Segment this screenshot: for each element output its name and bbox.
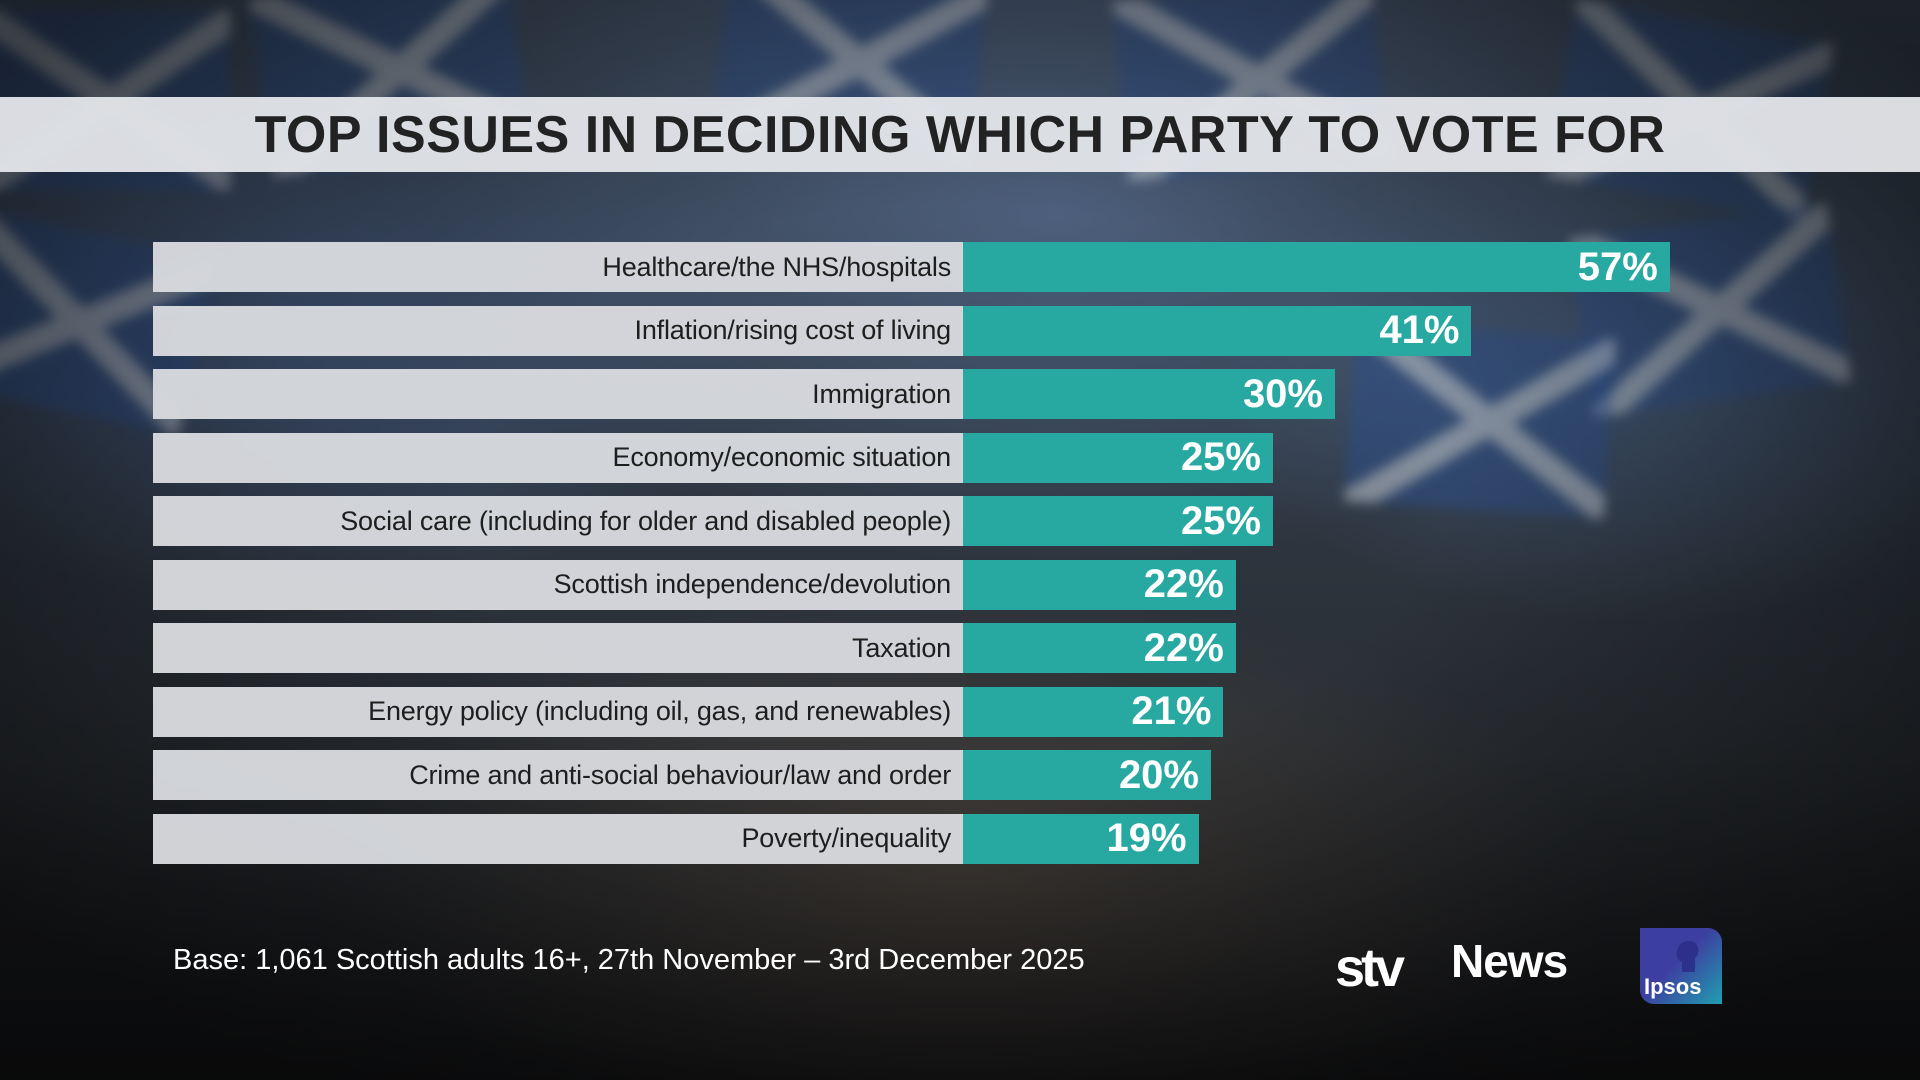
bar: 22% bbox=[963, 559, 1236, 610]
category-label-box: Poverty/inequality bbox=[153, 813, 963, 864]
category-label-box: Social care (including for older and dis… bbox=[153, 496, 963, 546]
bar: 30% bbox=[963, 369, 1335, 419]
bar: 19% bbox=[963, 813, 1199, 864]
category-label-box: Healthcare/the NHS/hospitals bbox=[153, 242, 963, 292]
category-label: Taxation bbox=[852, 632, 951, 663]
category-label: Poverty/inequality bbox=[741, 823, 951, 853]
bar-value-label: 57% bbox=[1577, 244, 1658, 289]
bar: 25% bbox=[963, 432, 1273, 483]
category-label: Scottish independence/devolution bbox=[553, 569, 952, 599]
ipsos-logo: Ipsos bbox=[1640, 928, 1722, 1004]
bar: 57% bbox=[963, 242, 1670, 292]
stv-logo-icon: stv bbox=[1335, 938, 1409, 998]
bar: 22% bbox=[963, 623, 1236, 673]
category-label: Social care (including for older and dis… bbox=[340, 505, 951, 536]
chart-title: TOP ISSUES IN DECIDING WHICH PARTY TO VO… bbox=[254, 105, 1666, 164]
bar-value-label: 30% bbox=[1242, 371, 1323, 416]
stv-mark-text: stv bbox=[1335, 938, 1405, 998]
bar: 41% bbox=[963, 305, 1472, 356]
bar-value-label: 19% bbox=[1106, 816, 1187, 860]
bar-value-label: 22% bbox=[1143, 625, 1224, 670]
category-label-box: Inflation/rising cost of living bbox=[153, 305, 963, 356]
category-label-box: Immigration bbox=[153, 369, 963, 419]
category-label-box: Scottish independence/devolution bbox=[153, 559, 963, 610]
bar: 21% bbox=[963, 686, 1224, 737]
bar-value-label: 25% bbox=[1180, 498, 1261, 543]
category-label-box: Economy/economic situation bbox=[153, 432, 963, 483]
bar-value-label: 41% bbox=[1379, 308, 1460, 352]
bar-value-label: 20% bbox=[1118, 752, 1199, 797]
stv-news-logo: stv News bbox=[1335, 922, 1568, 1002]
news-wordmark: News bbox=[1451, 935, 1568, 987]
title-band: TOP ISSUES IN DECIDING WHICH PARTY TO VO… bbox=[0, 97, 1920, 172]
category-label: Economy/economic situation bbox=[612, 442, 952, 472]
bar-value-label: 21% bbox=[1131, 689, 1212, 733]
ipsos-wordmark: Ipsos bbox=[1644, 974, 1702, 999]
base-note: Base: 1,061 Scottish adults 16+, 27th No… bbox=[173, 944, 1085, 976]
category-label: Healthcare/the NHS/hospitals bbox=[602, 251, 951, 282]
bar-value-label: 25% bbox=[1180, 435, 1261, 479]
category-label: Crime and anti-social behaviour/law and … bbox=[409, 759, 951, 790]
category-label-box: Crime and anti-social behaviour/law and … bbox=[153, 750, 963, 800]
category-label-box: Energy policy (including oil, gas, and r… bbox=[153, 686, 963, 737]
category-label: Immigration bbox=[812, 378, 951, 409]
category-label-box: Taxation bbox=[153, 623, 963, 673]
ipsos-head-icon bbox=[1676, 940, 1699, 972]
bar: 20% bbox=[963, 750, 1211, 800]
bar-value-label: 22% bbox=[1143, 562, 1224, 606]
category-label: Energy policy (including oil, gas, and r… bbox=[368, 696, 951, 726]
bar: 25% bbox=[963, 496, 1273, 546]
category-label: Inflation/rising cost of living bbox=[634, 315, 952, 345]
